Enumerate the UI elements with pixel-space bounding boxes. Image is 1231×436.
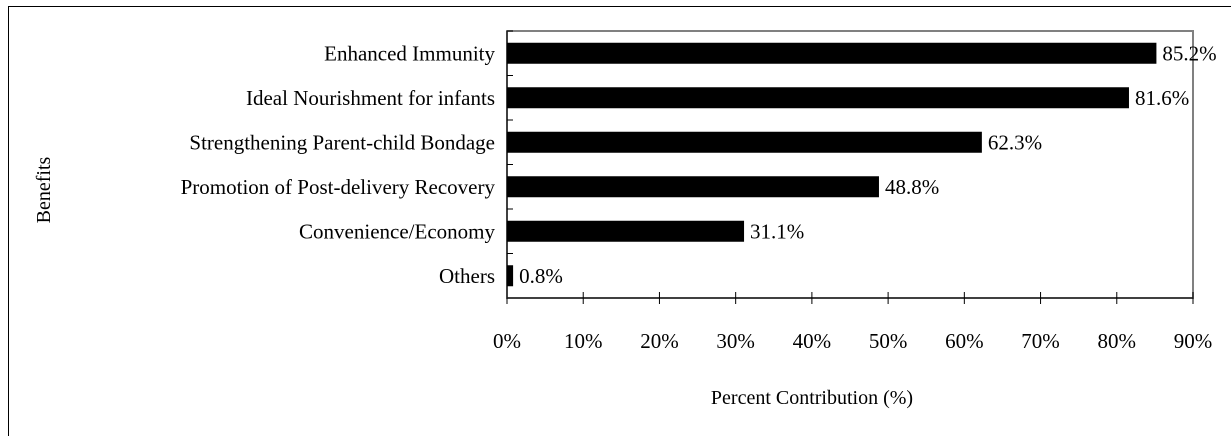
x-tick-label: 20%	[640, 329, 679, 353]
category-label: Strengthening Parent-child Bondage	[189, 130, 495, 154]
data-label: 31.1%	[750, 219, 804, 243]
category-label: Convenience/Economy	[299, 219, 495, 243]
x-axis-title: Percent Contribution (%)	[711, 387, 913, 409]
bar	[507, 87, 1129, 109]
bar	[507, 131, 982, 153]
axes	[506, 30, 1194, 304]
category-label: Others	[439, 264, 495, 288]
x-tick-label: 70%	[1021, 329, 1060, 353]
tick-labels: 0% 10% 20% 30% 40% 50% 60% 70% 80% 90%	[493, 329, 1212, 353]
x-tick-label: 90%	[1174, 329, 1213, 353]
category-labels: Enhanced Immunity Ideal Nourishment for i…	[181, 41, 496, 288]
data-label: 48.8%	[885, 175, 939, 199]
data-labels: 85.2% 81.6% 62.3% 48.8% 31.1% 0.8%	[519, 41, 1217, 288]
bar	[507, 265, 514, 287]
data-label: 85.2%	[1162, 41, 1216, 65]
bars-group	[507, 42, 1157, 287]
data-label: 0.8%	[519, 264, 563, 288]
x-tick-label: 80%	[1098, 329, 1137, 353]
bar	[507, 220, 745, 242]
x-tick-label: 10%	[564, 329, 603, 353]
data-label: 62.3%	[988, 130, 1042, 154]
x-tick-label: 40%	[793, 329, 832, 353]
x-tick-label: 30%	[716, 329, 755, 353]
category-label: Promotion of Post-delivery Recovery	[181, 175, 496, 199]
data-label: 81.6%	[1135, 86, 1189, 110]
x-tick-label: 60%	[945, 329, 984, 353]
chart-frame	[8, 6, 1231, 436]
x-tick-label: 0%	[493, 329, 521, 353]
y-axis-title: Benefits	[33, 156, 55, 223]
category-label: Ideal Nourishment for infants	[246, 86, 495, 110]
bar	[507, 176, 879, 198]
plot-area-border	[506, 30, 1194, 299]
bar-chart: Enhanced Immunity Ideal Nourishment for i…	[33, 30, 1217, 409]
category-label: Enhanced Immunity	[324, 41, 495, 65]
bar	[507, 42, 1157, 64]
x-tick-label: 50%	[869, 329, 908, 353]
